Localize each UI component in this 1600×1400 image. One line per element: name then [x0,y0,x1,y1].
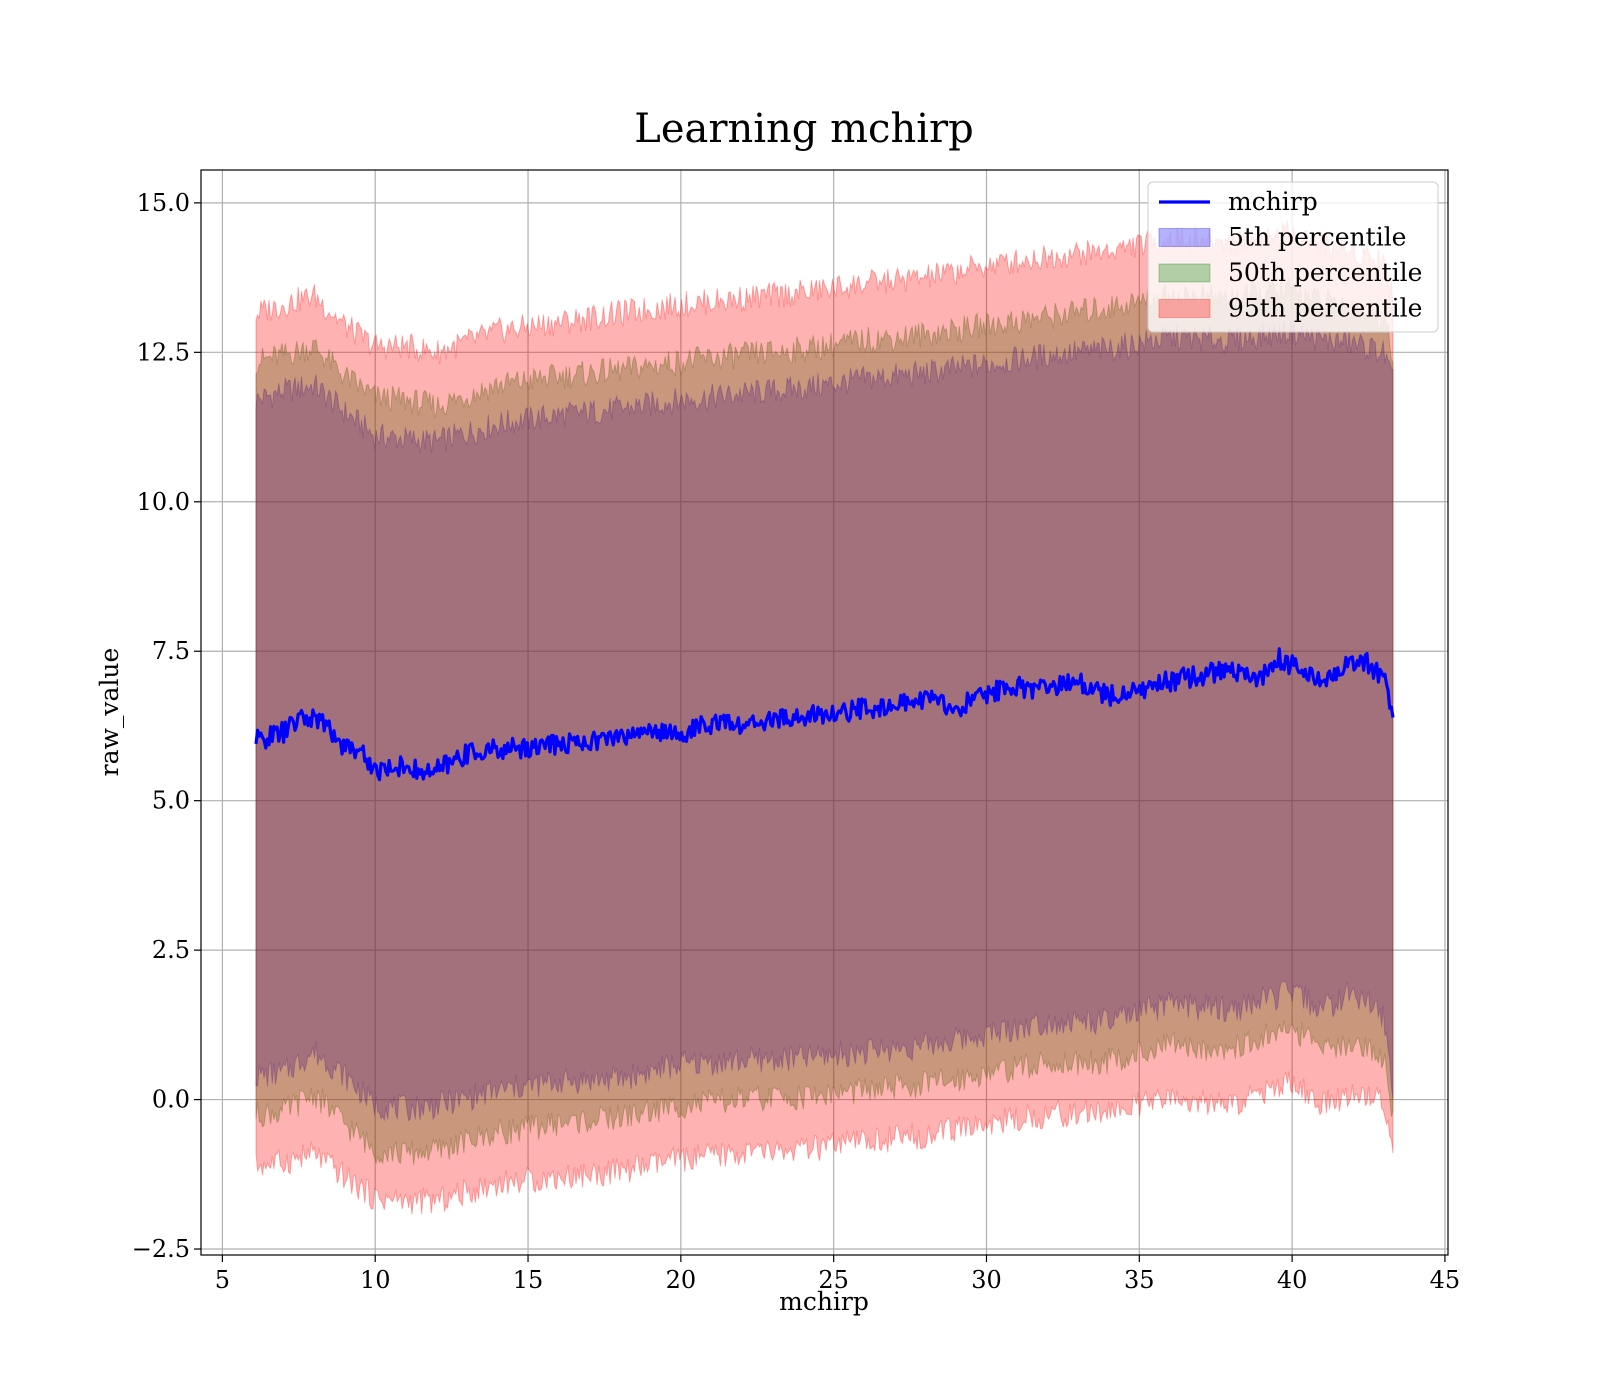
x-axis-label: mchirp [779,1287,869,1316]
legend: mchirp 5th percentile 50th percentile 95th … [1147,181,1439,333]
x-tick-label: 10 [360,1266,391,1294]
legend-band-swatch [1158,228,1211,247]
y-axis-label: raw_value [95,648,124,777]
y-tick-label: 12.5 [137,338,190,366]
x-tick-label: 45 [1430,1266,1461,1294]
x-axis-ticks: 5 10 15 20 25 30 35 40 45 [215,1255,1460,1294]
legend-label: 5th percentile [1228,223,1406,252]
y-tick-label: 10.0 [137,488,190,516]
chart-title: Learning mchirp [634,106,973,152]
y-tick-label: 5.0 [152,787,190,815]
x-tick-label: 25 [818,1266,849,1294]
series-line-mchirp [254,647,1395,782]
x-tick-label: 35 [1124,1266,1155,1294]
y-axis-ticks: −2.5 0.0 2.5 5.0 7.5 10.0 12.5 15.0 [132,189,201,1263]
legend-box [1147,181,1439,333]
legend-label: 95th percentile [1228,294,1422,323]
grid [201,170,1448,1255]
legend-band-swatch [1158,263,1211,283]
y-tick-label: 15.0 [137,189,190,217]
x-tick-label: 20 [666,1266,697,1294]
percentile-bands [255,220,1394,1215]
x-tick-label: 30 [971,1266,1002,1294]
x-tick-label: 5 [215,1266,230,1294]
legend-label: mchirp [1228,187,1318,216]
legend-band-swatch [1158,299,1211,318]
plot-frame [200,169,1449,1256]
y-tick-label: −2.5 [132,1235,190,1263]
x-tick-label: 40 [1277,1266,1308,1294]
y-tick-label: 7.5 [152,637,190,665]
y-tick-label: 0.0 [152,1086,190,1114]
legend-label: 50th percentile [1228,258,1422,287]
x-tick-label: 15 [513,1266,544,1294]
series-lines [254,647,1395,782]
y-tick-label: 2.5 [152,936,190,964]
